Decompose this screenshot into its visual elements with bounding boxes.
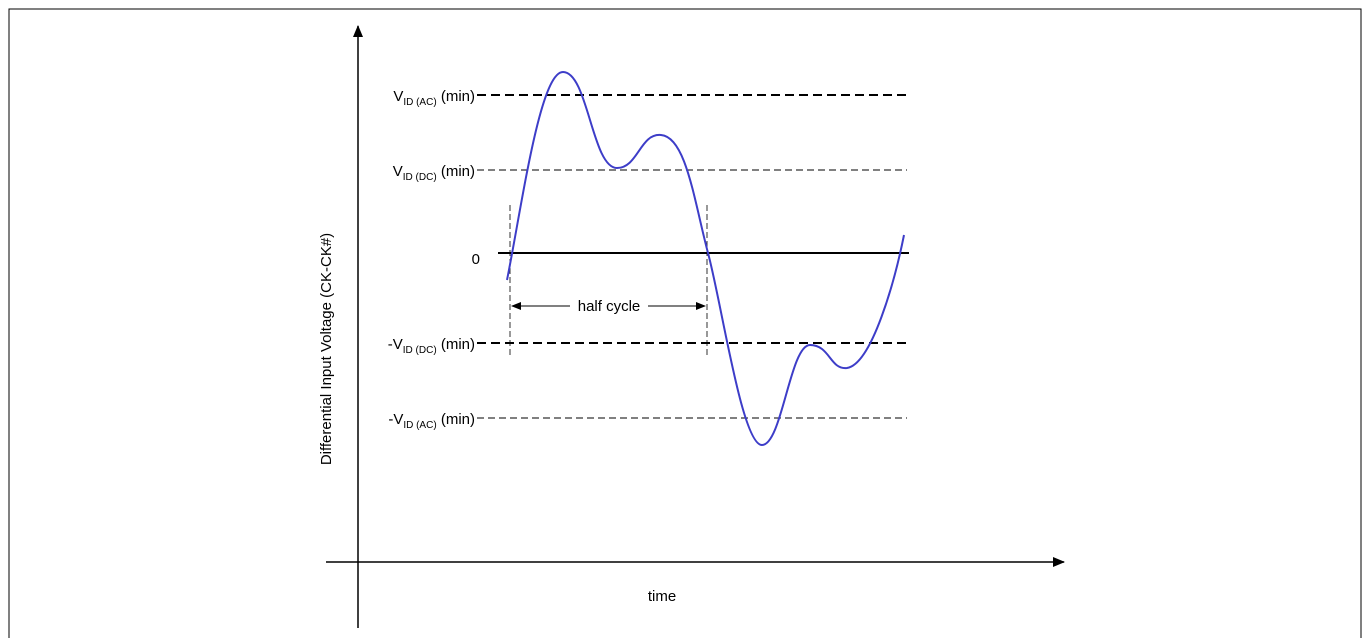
half-cycle-label: half cycle	[578, 298, 641, 315]
waveform	[506, 70, 905, 447]
y-axis-label: Differential Input Voltage (CK-CK#)	[318, 233, 335, 465]
vid-ac-neg-label: -VID (AC) (min)	[388, 411, 475, 431]
vid-dc-neg-label: -VID (DC) (min)	[388, 336, 475, 356]
x-axis-label: time	[648, 588, 676, 605]
vid-dc-pos-label: VID (DC) (min)	[393, 163, 475, 183]
zero-label: 0	[472, 251, 480, 268]
page-frame	[8, 8, 1362, 638]
vid-ac-pos-label: VID (AC) (min)	[393, 88, 475, 108]
